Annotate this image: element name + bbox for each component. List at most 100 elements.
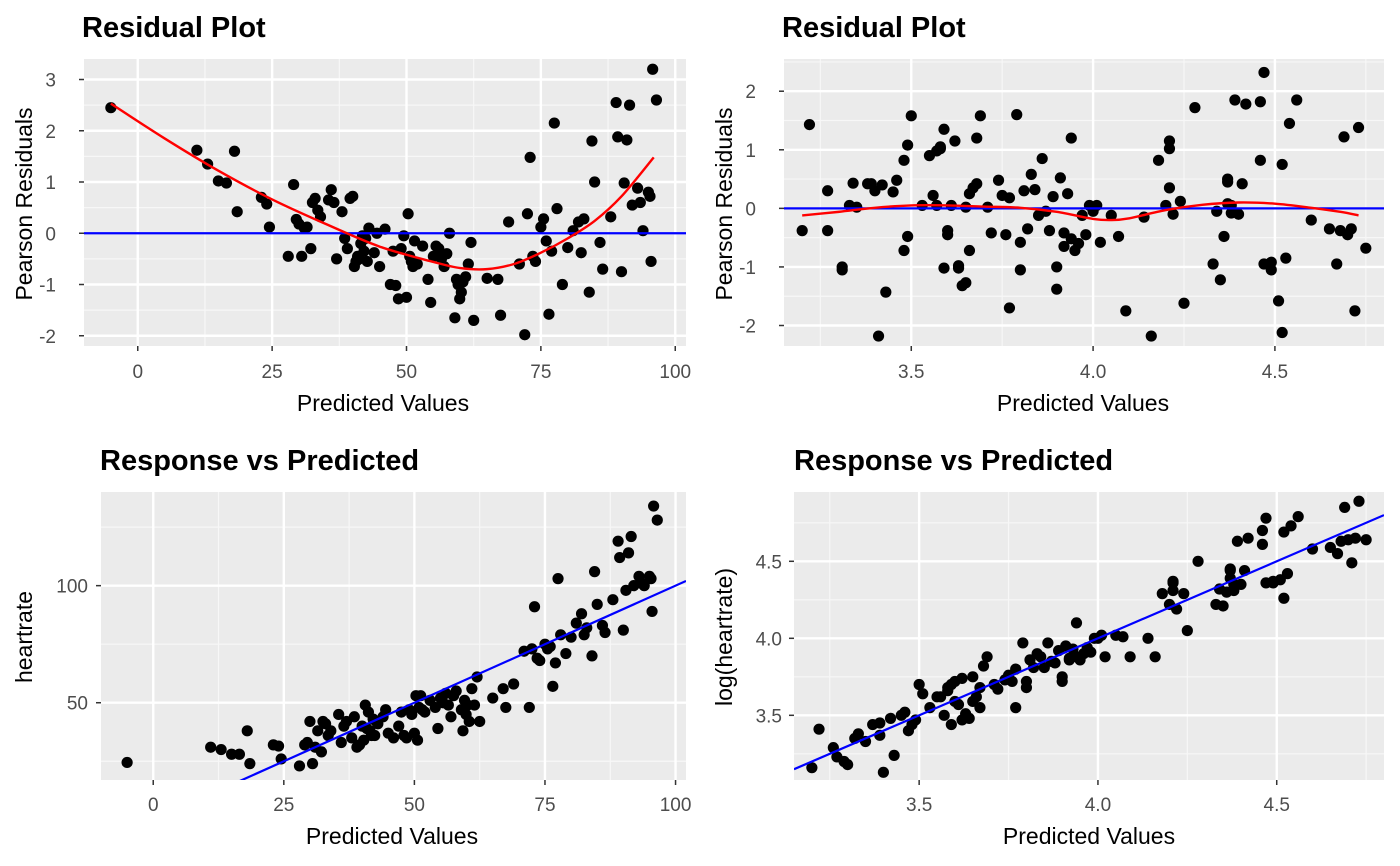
- data-point: [992, 683, 1004, 695]
- data-point: [1240, 98, 1252, 110]
- data-point: [1014, 264, 1026, 276]
- data-point: [339, 232, 351, 244]
- x-tick-label: 0: [148, 795, 159, 816]
- data-point: [615, 266, 628, 278]
- data-point: [296, 250, 308, 262]
- data-point: [836, 264, 848, 276]
- response-vs-predicted-raw: Response vs Predicted Predicted Values h…: [11, 445, 691, 849]
- y-axis-title: heartrate: [11, 591, 37, 683]
- data-point: [610, 96, 622, 109]
- data-point: [1229, 94, 1241, 106]
- data-point: [282, 250, 294, 262]
- data-point: [938, 709, 950, 721]
- data-point: [560, 647, 572, 660]
- data-point: [985, 227, 997, 239]
- data-point: [625, 530, 637, 543]
- plot-area: [794, 495, 1384, 778]
- data-point: [272, 740, 285, 752]
- data-point: [822, 185, 834, 197]
- data-point: [588, 566, 601, 578]
- data-point: [902, 139, 914, 151]
- x-tick-label: 50: [396, 362, 417, 383]
- data-point: [524, 151, 536, 163]
- data-point: [244, 758, 256, 770]
- data-point: [884, 712, 897, 724]
- data-point: [304, 715, 316, 728]
- data-point: [529, 255, 542, 268]
- chart-title: Response vs Predicted: [100, 445, 419, 477]
- data-point: [971, 178, 983, 190]
- data-point: [417, 240, 429, 252]
- data-point: [1036, 152, 1048, 165]
- data-point: [121, 756, 133, 769]
- data-point: [1049, 657, 1061, 669]
- data-point: [591, 598, 603, 610]
- data-point: [1070, 617, 1083, 629]
- data-point: [1231, 535, 1243, 547]
- data-point: [1167, 584, 1179, 597]
- data-point: [380, 704, 392, 716]
- data-point: [644, 190, 656, 202]
- data-point: [1189, 102, 1201, 114]
- data-point: [1346, 557, 1358, 569]
- data-point: [552, 573, 564, 585]
- data-point: [441, 248, 453, 260]
- data-point: [1291, 94, 1303, 106]
- data-point: [466, 683, 478, 695]
- data-point: [474, 715, 486, 728]
- data-point: [450, 685, 462, 697]
- data-point: [411, 734, 424, 746]
- data-point: [1192, 555, 1204, 567]
- data-point: [374, 260, 386, 273]
- data-point: [960, 201, 972, 213]
- data-point: [589, 176, 601, 188]
- y-axis-title: Pearson Residuals: [711, 107, 737, 300]
- data-point: [597, 263, 609, 275]
- data-point: [586, 650, 598, 662]
- data-point: [548, 117, 560, 129]
- residual-plot-log: Residual Plot Predicted Values Pearson R…: [711, 12, 1384, 416]
- x-tick-label: 100: [659, 362, 691, 383]
- data-point: [1029, 184, 1041, 196]
- data-point: [905, 110, 917, 122]
- data-point: [1276, 326, 1288, 339]
- data-point: [1020, 681, 1033, 694]
- data-point: [796, 225, 808, 237]
- data-point: [634, 196, 646, 209]
- data-point: [1167, 208, 1179, 220]
- data-point: [465, 236, 477, 249]
- data-point: [225, 748, 238, 760]
- data-point: [455, 286, 467, 298]
- plot-area: [784, 66, 1384, 342]
- data-point: [967, 671, 979, 683]
- data-point: [1124, 651, 1136, 663]
- x-tick-label: 4.5: [1262, 362, 1288, 383]
- data-point: [336, 206, 348, 218]
- data-point: [891, 174, 903, 186]
- data-point: [363, 222, 375, 234]
- data-point: [971, 132, 983, 144]
- data-point: [301, 221, 313, 233]
- data-point: [645, 255, 657, 268]
- data-point: [1120, 305, 1132, 317]
- data-point: [492, 273, 504, 285]
- data-point: [398, 230, 410, 242]
- data-point: [368, 247, 380, 259]
- data-point: [1178, 588, 1190, 600]
- data-point: [449, 312, 461, 324]
- data-point: [1349, 532, 1361, 544]
- data-point: [537, 213, 550, 225]
- data-point: [813, 723, 825, 735]
- data-point: [293, 760, 306, 772]
- data-point: [361, 255, 373, 268]
- data-point: [500, 701, 512, 714]
- data-point: [970, 691, 982, 703]
- data-point: [1085, 646, 1097, 658]
- data-point: [1217, 600, 1229, 612]
- data-point: [358, 245, 370, 257]
- y-tick-label: 1: [745, 141, 756, 162]
- data-point: [1003, 192, 1016, 204]
- data-point: [1254, 154, 1266, 166]
- data-point: [379, 223, 391, 235]
- data-point: [519, 329, 531, 341]
